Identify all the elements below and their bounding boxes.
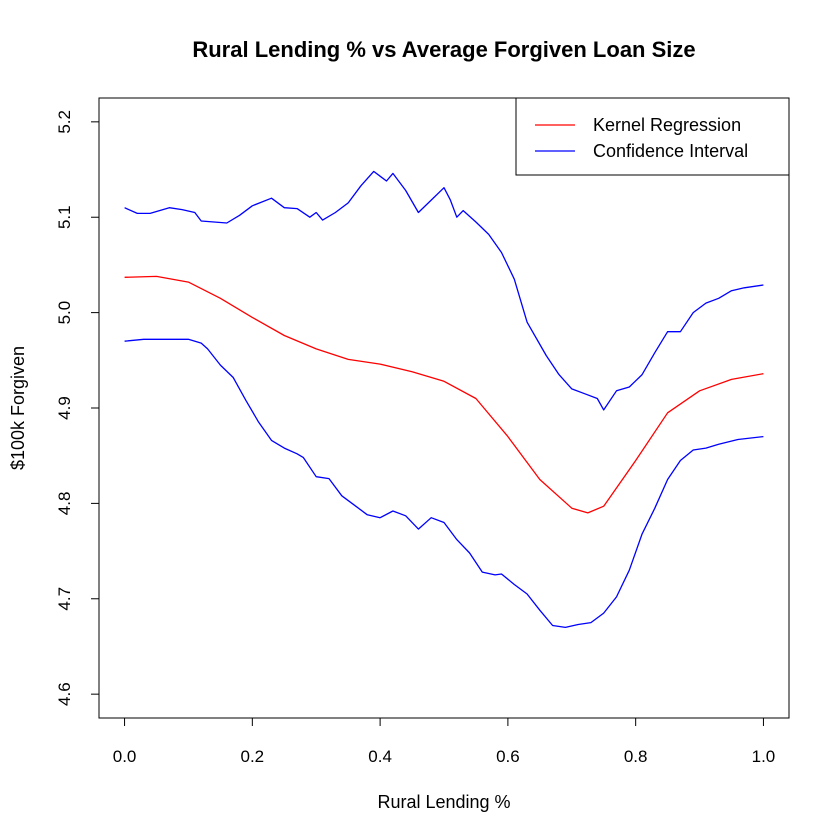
y-axis: 4.6 4.7 4.8 4.9 5.0 5.1 5.2 xyxy=(55,110,100,706)
y-tick-label: 4.6 xyxy=(55,682,74,706)
y-tick-label: 4.7 xyxy=(55,587,74,611)
legend-label-kernel: Kernel Regression xyxy=(593,115,741,135)
x-tick-label: 0.6 xyxy=(496,747,520,766)
series-layer xyxy=(124,170,764,629)
x-axis-label: Rural Lending % xyxy=(377,792,510,812)
x-tick-label: 0.0 xyxy=(113,747,137,766)
series-line-lower xyxy=(124,338,764,629)
x-tick-label: 0.2 xyxy=(241,747,265,766)
x-tick-label: 1.0 xyxy=(752,747,776,766)
x-axis: 0.0 0.2 0.4 0.6 0.8 1.0 xyxy=(113,717,776,766)
series-line-upper xyxy=(124,170,764,411)
x-tick-label: 0.4 xyxy=(368,747,392,766)
y-axis-label: $100k Forgiven xyxy=(8,346,28,470)
y-tick-label: 5.1 xyxy=(55,205,74,229)
y-tick-label: 4.8 xyxy=(55,492,74,516)
x-tick-label: 0.8 xyxy=(624,747,648,766)
plot-frame xyxy=(98,97,790,719)
y-tick-label: 4.9 xyxy=(55,396,74,420)
legend-box xyxy=(515,97,790,176)
y-tick-label: 5.2 xyxy=(55,110,74,134)
y-tick-label: 5.0 xyxy=(55,301,74,325)
series-line-fit xyxy=(124,275,764,514)
legend: Kernel Regression Confidence Interval xyxy=(515,97,790,176)
chart-title: Rural Lending % vs Average Forgiven Loan… xyxy=(192,37,695,62)
legend-label-confidence: Confidence Interval xyxy=(593,141,748,161)
